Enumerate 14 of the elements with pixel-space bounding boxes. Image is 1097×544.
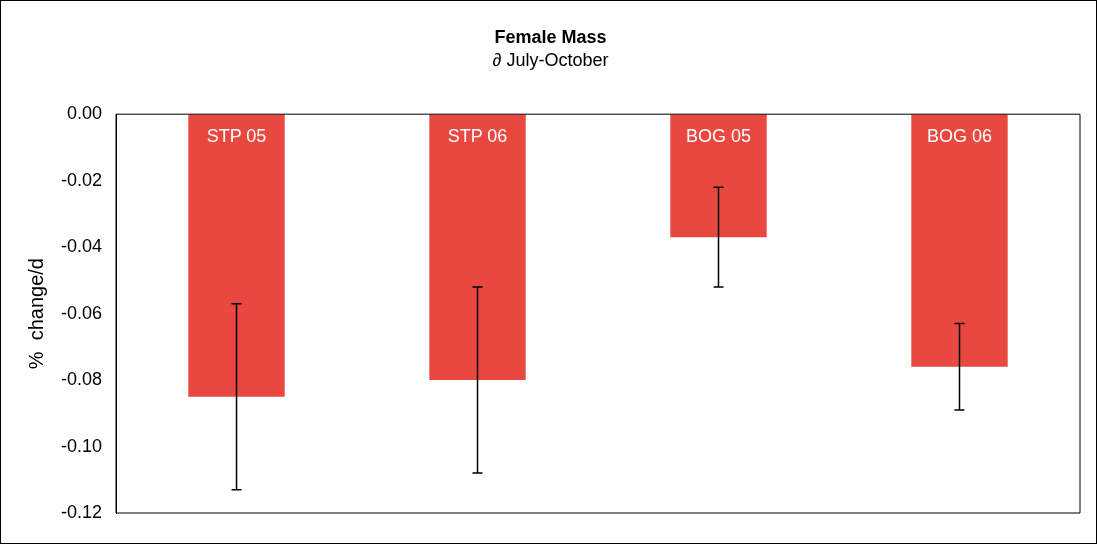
x-tick-label: STP 05 xyxy=(206,126,267,147)
y-tick-label: -0.02 xyxy=(61,169,103,190)
chart-title: Female Mass xyxy=(494,26,607,47)
y-tick-label: -0.08 xyxy=(61,369,103,390)
y-tick-label: -0.10 xyxy=(61,435,103,456)
chart-subtitle: ∂ July-October xyxy=(492,50,609,71)
x-tick-label: STP 06 xyxy=(447,126,508,147)
y-tick-label: -0.12 xyxy=(61,501,103,522)
y-tick-label: 0.00 xyxy=(66,103,103,124)
y-axis-title: % change/d xyxy=(24,258,47,370)
y-tick-label: -0.06 xyxy=(61,302,103,323)
x-tick-label: BOG 06 xyxy=(926,126,993,147)
x-tick-label: BOG 05 xyxy=(685,126,752,147)
y-tick-label: -0.04 xyxy=(61,236,103,257)
